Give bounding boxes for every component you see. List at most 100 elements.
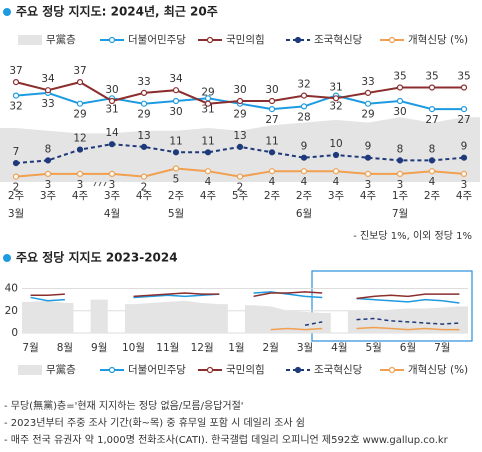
x-group-label: 7월: [392, 208, 408, 220]
marker: [76, 78, 84, 86]
data-label: 11: [201, 135, 214, 147]
legend-label: 더불어민주당: [128, 34, 186, 46]
data-label: 37: [9, 65, 22, 77]
marker: [396, 170, 404, 177]
legend-marker: [294, 366, 302, 374]
data-label: 3: [109, 179, 116, 191]
marker: [428, 157, 436, 164]
marker: [428, 168, 436, 175]
footnote: - 무당(無黨)층='현재 지지하는 정당 없음/모름/응답거절': [4, 399, 244, 412]
marker: [332, 168, 340, 175]
data-label: 4: [429, 176, 436, 188]
data-label: 31: [201, 103, 214, 115]
marker: [44, 87, 52, 94]
data-label: 7: [13, 146, 20, 158]
line: [304, 321, 323, 326]
x-tick-label: 11월: [156, 342, 179, 354]
data-label: 9: [461, 141, 468, 153]
data-label: 33: [137, 76, 150, 88]
chart-note: - 진보당 1%, 이외 정당 1%: [353, 230, 472, 242]
data-label: 8: [45, 143, 52, 155]
x-tick-label: 2주: [424, 190, 441, 202]
marker: [332, 151, 340, 159]
line: [30, 296, 65, 302]
line: [30, 293, 65, 296]
marker: [44, 170, 52, 177]
data-label: 13: [137, 130, 150, 142]
legend-swatch: [18, 35, 42, 45]
data-label: 37: [73, 65, 86, 77]
data-label: 2: [141, 182, 148, 194]
data-label: 27: [265, 114, 278, 126]
data-label: 29: [201, 87, 214, 99]
data-label: 32: [9, 101, 22, 113]
data-label: 33: [361, 76, 374, 88]
legend-label: 무黨층: [46, 33, 76, 46]
legend-label: 무黨층: [46, 363, 76, 376]
legend-marker: [206, 36, 214, 44]
data-label: 32: [329, 101, 342, 113]
data-label: 3: [397, 179, 404, 191]
data-label: 35: [393, 71, 406, 83]
legend-label: 국민의힘: [226, 364, 265, 376]
data-label: 2: [13, 182, 20, 194]
line: [270, 327, 323, 331]
data-label: 30: [265, 84, 278, 96]
marker: [268, 149, 276, 156]
x-tick-label: 3월: [297, 342, 313, 354]
marker: [364, 154, 372, 161]
data-label: 4: [301, 176, 308, 188]
data-label: 29: [361, 109, 374, 121]
y-tick-label: 0: [11, 327, 18, 339]
area: [22, 300, 74, 333]
data-label: 34: [41, 73, 55, 85]
marker: [204, 149, 212, 156]
marker: [236, 143, 244, 150]
x-tick-label: 1주: [392, 190, 409, 202]
marker: [204, 168, 212, 175]
marker: [172, 165, 180, 172]
x-tick-label: 10월: [122, 342, 145, 354]
title-bullet: [3, 8, 11, 16]
x-tick-label: 7월: [434, 342, 450, 354]
marker: [460, 154, 468, 161]
data-label: 5: [173, 174, 180, 186]
chart-title: 주요 정당 지지도 2023-2024: [16, 250, 178, 265]
legend-label: 더불어민주당: [128, 364, 186, 376]
x-tick-label: 2주: [264, 190, 281, 202]
legend-marker: [108, 366, 116, 374]
line: [253, 291, 323, 298]
x-tick-label: 1월: [228, 342, 244, 354]
data-label: 30: [169, 106, 182, 118]
x-tick-label: 6월: [400, 342, 416, 354]
line: [356, 293, 460, 300]
legend-label: 조국혁신당: [314, 364, 363, 376]
marker: [332, 95, 340, 102]
data-label: 35: [425, 71, 438, 83]
data-label: 27: [457, 114, 470, 126]
legend-marker: [388, 36, 396, 44]
data-label: 11: [169, 135, 182, 147]
x-tick-label: 4월: [331, 342, 347, 354]
data-label: 30: [393, 106, 406, 118]
line: [253, 291, 323, 299]
data-label: 34: [169, 73, 183, 85]
area: [347, 306, 468, 333]
data-label: 9: [365, 141, 372, 153]
marker: [172, 97, 180, 105]
marker: [396, 97, 404, 105]
x-tick-label: 3주: [328, 190, 345, 202]
x-tick-label: 2주: [296, 190, 313, 202]
x-tick-label: 3주: [104, 190, 121, 202]
data-label: 31: [105, 103, 118, 115]
x-tick-label: 9월: [91, 342, 107, 354]
data-label: 12: [73, 133, 86, 145]
x-tick-label: 5주: [232, 190, 249, 202]
data-label: 29: [233, 109, 246, 121]
data-label: 3: [365, 179, 372, 191]
marker: [300, 92, 308, 99]
marker: [396, 84, 404, 91]
marker: [172, 87, 180, 94]
legend-marker: [294, 36, 302, 44]
